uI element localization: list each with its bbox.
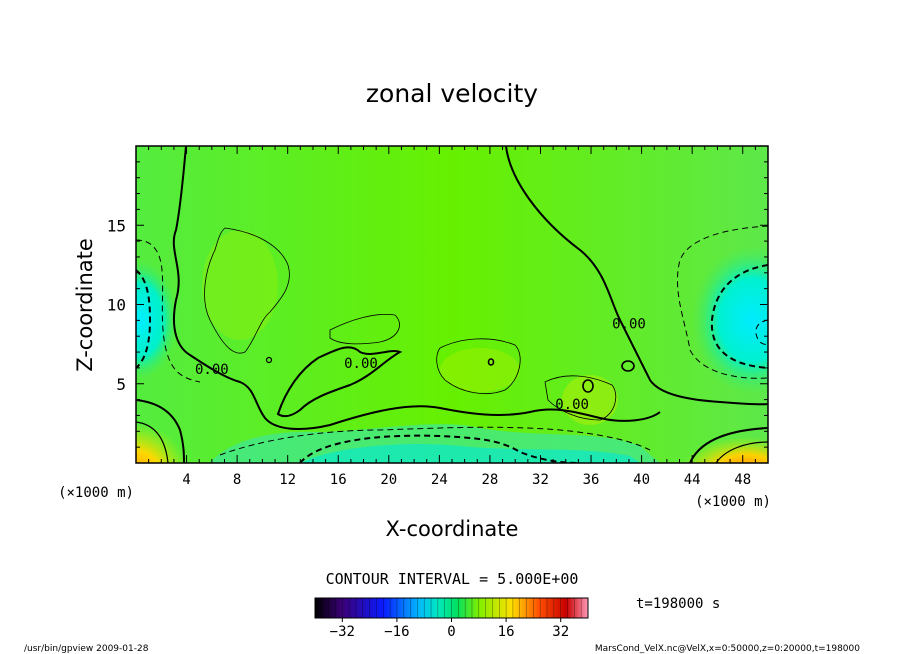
negative-contour-left-2	[136, 269, 152, 369]
small-contour-loop-1	[582, 379, 594, 393]
x-tick-label: 44	[684, 472, 701, 488]
x-tick-label: 20	[380, 472, 397, 488]
x-axis-ticks: 4 8 12 16 20 24 28 32 36 40 44 48	[148, 146, 756, 488]
positive-contour-1	[204, 227, 290, 354]
plot-area: 0.00 0.00 0.00 0.00	[136, 146, 768, 463]
positive-contour-2	[436, 338, 521, 395]
colorbar-tick-label: −16	[384, 624, 409, 640]
contour-labels: 0.00 0.00 0.00 0.00	[195, 316, 646, 413]
negative-contour-right-2	[710, 264, 768, 369]
jet-contour-right-2	[715, 441, 768, 463]
colorbar-segments	[321, 598, 582, 618]
x-tick-label: 12	[279, 472, 296, 488]
negative-contour-right	[676, 225, 768, 379]
contour-label: 0.00	[195, 362, 229, 378]
contour-label: 0.00	[612, 316, 646, 332]
contour-label: 0.00	[555, 397, 589, 413]
jet-core-right	[680, 422, 768, 463]
x-tick-label: 32	[532, 472, 549, 488]
positive-contour-4	[329, 313, 400, 345]
x-tick-label: 8	[233, 472, 241, 488]
contour-lines	[136, 146, 768, 463]
y-tick-label: 15	[107, 216, 126, 235]
time-stamp: t=198000 s	[636, 596, 720, 612]
x-axis-label: X-coordinate	[386, 517, 519, 541]
zero-contour-right	[505, 146, 768, 406]
positive-contour-3	[544, 375, 617, 421]
positive-patch-1	[202, 230, 278, 340]
colorbar-ticks: −32 −16 0 16 32	[330, 618, 569, 640]
x-tick-label: 4	[182, 472, 190, 488]
x-tick-label: 28	[481, 472, 498, 488]
jet-contour-left-2	[136, 421, 169, 463]
negative-contour-surface	[299, 434, 581, 463]
negative-contour-surface-2	[219, 426, 651, 456]
x-unit-right: (×1000 m)	[695, 494, 771, 510]
x-tick-label: 40	[633, 472, 650, 488]
jet-contour-left	[136, 399, 185, 463]
contour-interval: CONTOUR INTERVAL = 5.000E+00	[326, 570, 579, 588]
zero-contour-bump	[276, 346, 403, 418]
y-axis-label: Z-coordinate	[73, 238, 97, 372]
colorbar-tick-label: 16	[498, 624, 515, 640]
chart-title: zonal velocity	[366, 79, 538, 108]
y-tick-label: 10	[107, 296, 126, 315]
small-contour-loop-2	[487, 358, 495, 366]
colorbar-tick-label: 0	[447, 624, 455, 640]
zero-contour-left	[172, 146, 661, 430]
x-tick-label: 36	[583, 472, 600, 488]
footer-left: /usr/bin/gpview 2009-01-28	[24, 644, 149, 654]
x-unit-left: (×1000 m)	[58, 485, 134, 501]
y-tick-label: 5	[116, 375, 126, 394]
small-contour-loop-3	[265, 356, 273, 364]
jet-contour-right	[689, 427, 768, 463]
small-contour-loop-4	[621, 360, 635, 372]
positive-patch-2	[440, 348, 520, 392]
negative-pocket-right	[692, 245, 768, 395]
y-axis-ticks: 5 10 15	[107, 161, 768, 448]
x-tick-label: 16	[330, 472, 347, 488]
colorbar-tick-label: −32	[330, 624, 355, 640]
colorbar: −32 −16 0 16 32	[314, 597, 589, 640]
x-tick-label: 48	[734, 472, 751, 488]
x-tick-label: 24	[431, 472, 448, 488]
contour-label: 0.00	[344, 356, 378, 372]
negative-contour-left	[136, 239, 201, 383]
footer-right: MarsCond_VelX.nc@VelX,x=0:50000,z=0:2000…	[595, 644, 860, 654]
colorbar-tick-label: 32	[552, 624, 569, 640]
negative-band-core	[300, 443, 640, 463]
